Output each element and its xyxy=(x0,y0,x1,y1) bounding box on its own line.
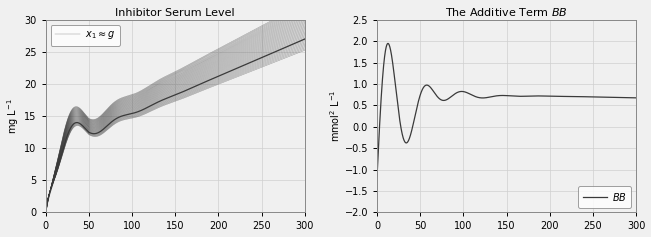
Y-axis label: mmol$^2$ L$^{-1}$: mmol$^2$ L$^{-1}$ xyxy=(328,90,342,142)
Legend: $BB$: $BB$ xyxy=(577,186,631,208)
Legend: $x_1 \approx g$: $x_1 \approx g$ xyxy=(51,25,120,46)
Title: Inhibitor Serum Level: Inhibitor Serum Level xyxy=(115,8,235,18)
Y-axis label: mg L$^{-1}$: mg L$^{-1}$ xyxy=(6,98,21,134)
Title: The Additive Term $BB$: The Additive Term $BB$ xyxy=(445,5,568,18)
